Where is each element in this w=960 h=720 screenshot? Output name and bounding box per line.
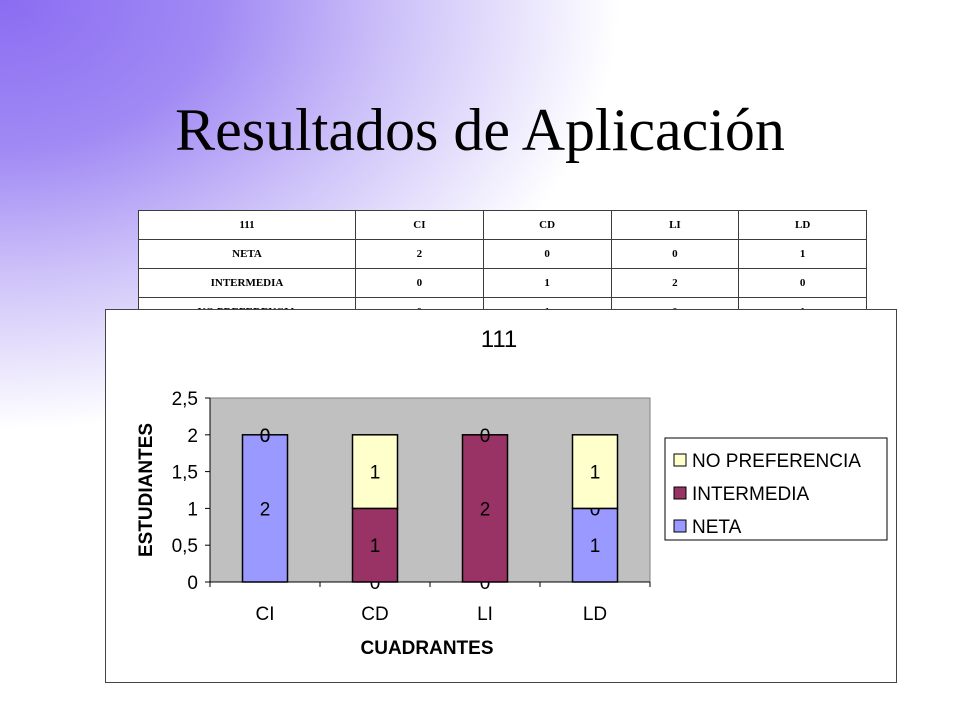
table-header-cell: CD [482,210,612,240]
legend-label: NO PREFERENCIA [692,451,861,472]
table-cell: INTERMEDIA [138,268,356,298]
bar-segment [461,434,509,583]
x-axis-title: CUADRANTES [361,638,494,659]
table-cell: 2 [610,268,740,298]
table-header-cell: LI [610,210,740,240]
table-cell: 0 [482,239,612,269]
table-header-row: 111 CI CD LI LD [138,210,867,240]
stacked-bar-chart: 11100,511,522,5CI200CD011LI020LD101CUADR… [136,326,888,659]
table-cell: 1 [738,239,867,269]
bar-segment [351,507,399,583]
legend-swatch [673,519,687,533]
x-tick-label: LI [477,604,493,625]
chart-area: 111 0 0,5 1 1,5 2 2,5 CI 2 0 0 CD 0 1 1 LI 0 2 0 LD 1 0 1 CUADR… [105,309,897,683]
data-label: 0 [260,426,271,447]
data-label: 1 [590,463,601,484]
slide-title: Resultados de Aplicación [175,97,785,163]
data-label: 0 [480,426,491,447]
table-row: INTERMEDIA 0 1 2 0 [138,268,867,298]
table-header-cell: LD [738,210,867,240]
legend-box [664,437,888,541]
table-header-cell: CI [355,210,484,240]
table-cell: 0 [738,268,867,298]
table-cell: NETA [138,239,356,269]
y-tick-label: 0,5 [172,536,198,557]
y-tick-label: 0 [187,573,198,594]
data-label: 0 [480,573,491,594]
data-label: 1 [590,536,601,557]
data-label: 0 [590,499,601,520]
x-tick-label: LD [583,604,607,625]
bar-segment [351,434,399,510]
data-label: 0 [370,573,381,594]
y-tick-label: 2 [187,426,198,447]
legend-swatch [673,486,687,500]
x-tick-label: CD [361,604,388,625]
x-tick-label: CI [256,604,275,625]
data-label: 2 [260,499,271,520]
data-label: 2 [480,499,491,520]
data-label: 0 [260,426,271,447]
y-tick-label: 2,5 [172,389,198,410]
legend-label: INTERMEDIA [692,484,810,505]
table-row: NETA 2 0 0 1 [138,239,867,269]
data-label: 1 [370,536,381,557]
y-tick-label: 1 [187,499,198,520]
table-cell: 2 [355,239,484,269]
table-header-cell: 111 [138,210,356,240]
y-tick-label: 1,5 [172,463,198,484]
legend-swatch [673,453,687,467]
chart-title: 111 [481,326,517,353]
bar-segment [571,507,619,583]
table-cell: 0 [355,268,484,298]
bar-segment [241,434,289,583]
legend-label: NETA [692,517,742,538]
table-cell: 1 [482,268,612,298]
table-cell: 0 [610,239,740,269]
bar-segment [571,434,619,510]
y-axis-title: ESTUDIANTES [136,423,157,557]
data-label: 1 [370,463,381,484]
